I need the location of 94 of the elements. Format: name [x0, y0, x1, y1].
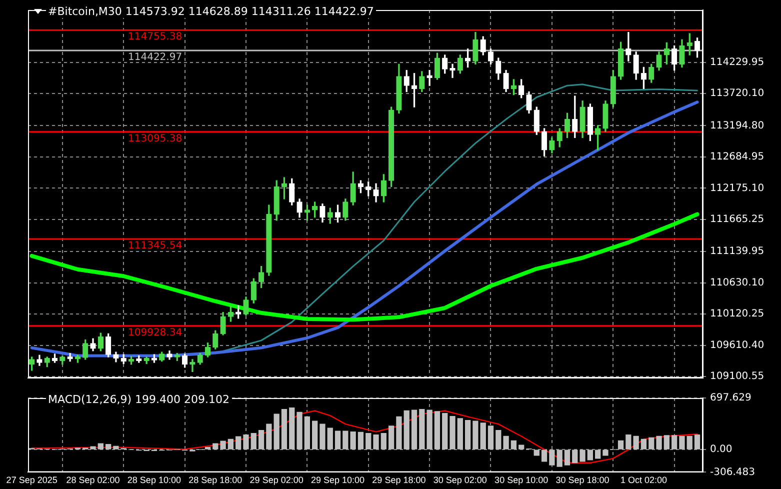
bar: [503, 436, 509, 450]
y-tick-label: -306.483: [710, 466, 755, 478]
bar: [464, 420, 471, 450]
bar: [334, 430, 341, 450]
bar: [236, 436, 242, 450]
bar: [549, 450, 555, 466]
bar: [496, 430, 502, 450]
x-tick-label: 28 Sep 02:00: [66, 475, 120, 486]
x-tick-label: 28 Sep 18:00: [188, 475, 242, 486]
bar: [534, 450, 540, 456]
x-tick-label: 29 Sep 18:00: [372, 475, 426, 486]
y-tick-label: 109610.40: [710, 340, 764, 351]
bar: [266, 424, 272, 450]
bar: [580, 450, 586, 462]
y-tick-label: 114229.95: [710, 56, 764, 68]
bar: [686, 436, 692, 450]
bar: [694, 434, 700, 450]
bar: [113, 446, 119, 450]
bar: [312, 420, 318, 450]
bar: [411, 410, 418, 450]
x-tick-label: 30 Sep 18:00: [556, 475, 610, 486]
bar: [250, 432, 256, 450]
bar: [366, 432, 372, 450]
bar: [228, 438, 234, 450]
bar: [442, 413, 448, 450]
x-tick-label: 1 Oct 02:00: [620, 475, 667, 486]
bar: [380, 432, 386, 450]
bar: [105, 444, 112, 450]
bar: [274, 414, 280, 450]
bar: [388, 426, 394, 450]
bar: [90, 446, 96, 450]
x-tick-label: 29 Sep 02:00: [250, 475, 304, 486]
y-tick-label: 111665.25: [710, 214, 764, 226]
bar: [671, 435, 678, 450]
bar: [488, 426, 494, 450]
bar: [572, 450, 578, 464]
bar: [664, 435, 670, 450]
ref-line-label: 111345.54: [128, 240, 182, 252]
bar: [243, 434, 249, 450]
ref-line-label: 114755.38: [128, 32, 182, 43]
x-tick-label: 30 Sep 02:00: [433, 475, 487, 486]
bar: [320, 424, 326, 450]
bar: [457, 418, 463, 450]
y-tick-label: 111139.95: [710, 246, 764, 258]
bar: [656, 436, 662, 450]
bar: [434, 411, 440, 450]
y-tick-label: 697.629: [710, 392, 752, 404]
bar: [618, 440, 624, 450]
y-tick-label: 113194.80: [710, 120, 764, 132]
bar: [358, 432, 364, 450]
bar: [518, 444, 524, 450]
x-tick-label: 29 Sep 10:00: [310, 475, 365, 486]
x-tick-label: 27 Sep 2025: [6, 475, 58, 486]
bar: [595, 450, 601, 459]
y-tick-label: 112684.95: [710, 152, 764, 163]
bar: [373, 434, 379, 450]
bar: [564, 450, 570, 466]
ref-line-label: 114422.97: [128, 52, 182, 64]
ref-line-label: 113095.38: [128, 133, 182, 144]
y-tick-label: 110120.25: [710, 308, 764, 320]
bar: [587, 450, 594, 460]
bar: [396, 416, 402, 450]
bar: [419, 408, 425, 450]
bar: [450, 416, 456, 450]
bar: [510, 440, 517, 450]
bar: [426, 410, 432, 450]
bar: [480, 422, 486, 450]
bar: [258, 430, 264, 450]
bar: [296, 412, 302, 450]
bar: [679, 436, 685, 450]
bar: [220, 440, 226, 450]
y-tick-label: 110630.10: [710, 277, 764, 288]
y-tick-label: 109100.55: [710, 371, 764, 382]
x-tick-label: 30 Sep 10:00: [494, 475, 548, 486]
bar: [541, 450, 548, 462]
bar: [556, 450, 562, 467]
x-tick-label: 28 Sep 10:00: [127, 475, 181, 486]
bar: [472, 420, 478, 450]
y-tick-label: 0.00: [710, 444, 732, 456]
bar: [640, 438, 647, 450]
bar: [404, 410, 410, 450]
y-tick-label: 113720.10: [710, 88, 764, 100]
bar: [648, 437, 654, 450]
bar: [304, 416, 310, 450]
bar: [212, 443, 218, 450]
bar: [281, 408, 288, 450]
bar: [289, 407, 295, 450]
chart-title: #Bitcoin,M30 114573.92 114628.89 114311.26 114422.97: [46, 5, 376, 18]
chart-title: MACD(12,26,9) 199.400 209.102: [46, 393, 232, 406]
ref-line-label: 109928.34: [128, 327, 182, 338]
y-tick-label: 112175.10: [710, 182, 764, 194]
bar: [98, 443, 104, 450]
bar: [327, 428, 333, 450]
bar: [602, 450, 608, 456]
